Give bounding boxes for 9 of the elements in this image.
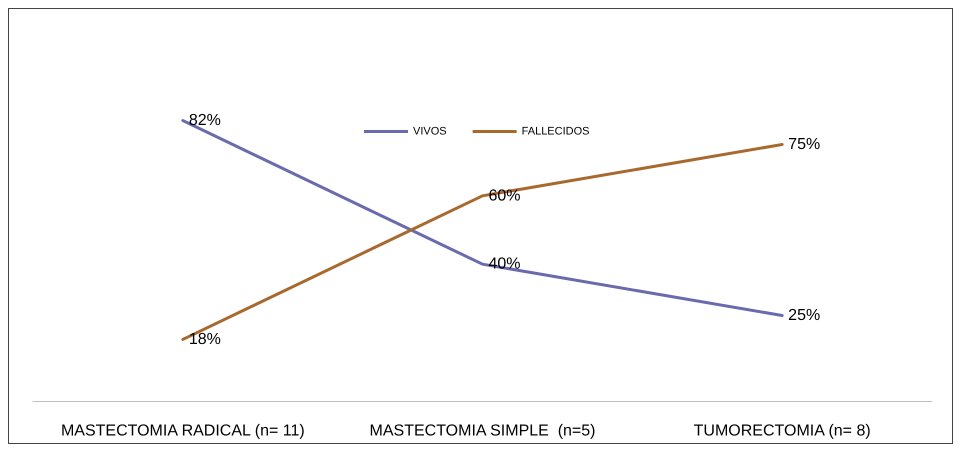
data-label: 75% [788, 136, 820, 153]
x-tick-label: TUMORECTOMIA (n= 8) [694, 422, 871, 440]
legend-label: VIVOS [413, 126, 447, 138]
x-tick-label: MASTECTOMIA SIMPLE (n=5) [370, 422, 596, 440]
data-label: 25% [788, 307, 820, 324]
x-tick-label: MASTECTOMIA RADICAL (n= 11) [60, 422, 305, 440]
data-label: 82% [188, 112, 221, 130]
data-label: 18% [188, 330, 221, 348]
legend-label: FALLECIDOS [522, 126, 590, 138]
